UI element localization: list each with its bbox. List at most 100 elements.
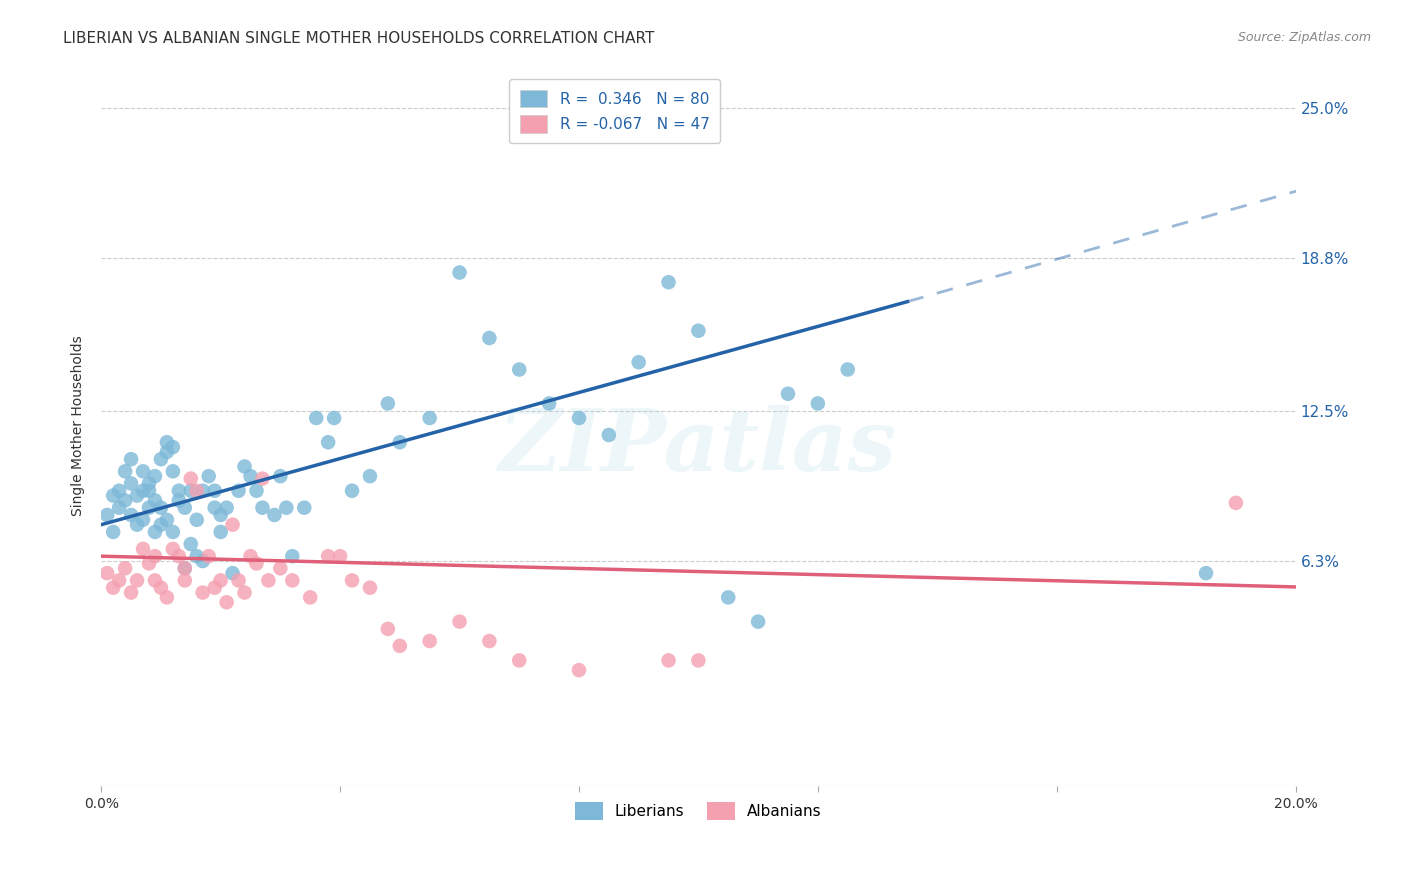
- Point: [162, 440, 184, 454]
- Point: [149, 500, 172, 515]
- Point: [269, 561, 291, 575]
- Point: [245, 483, 267, 498]
- Point: [167, 549, 190, 564]
- Point: [132, 541, 155, 556]
- Point: [316, 549, 339, 564]
- Point: [419, 411, 441, 425]
- Point: [101, 489, 124, 503]
- Point: [132, 464, 155, 478]
- Point: [138, 500, 160, 515]
- Point: [125, 574, 148, 588]
- Point: [377, 396, 399, 410]
- Point: [96, 566, 118, 581]
- Point: [120, 585, 142, 599]
- Point: [143, 574, 166, 588]
- Point: [233, 459, 256, 474]
- Point: [180, 537, 202, 551]
- Point: [180, 483, 202, 498]
- Point: [108, 483, 131, 498]
- Point: [167, 483, 190, 498]
- Point: [114, 561, 136, 575]
- Point: [688, 324, 710, 338]
- Point: [228, 574, 250, 588]
- Point: [508, 362, 530, 376]
- Point: [138, 483, 160, 498]
- Point: [197, 469, 219, 483]
- Point: [132, 483, 155, 498]
- Point: [252, 472, 274, 486]
- Point: [281, 574, 304, 588]
- Point: [292, 500, 315, 515]
- Point: [186, 513, 208, 527]
- Point: [125, 517, 148, 532]
- Point: [191, 585, 214, 599]
- Point: [215, 595, 238, 609]
- Point: [191, 554, 214, 568]
- Point: [114, 464, 136, 478]
- Point: [388, 639, 411, 653]
- Point: [143, 524, 166, 539]
- Point: [156, 445, 179, 459]
- Point: [359, 581, 381, 595]
- Point: [204, 483, 226, 498]
- Point: [180, 472, 202, 486]
- Point: [221, 517, 243, 532]
- Point: [627, 355, 650, 369]
- Point: [173, 561, 195, 575]
- Point: [316, 435, 339, 450]
- Point: [186, 549, 208, 564]
- Point: [162, 524, 184, 539]
- Point: [837, 362, 859, 376]
- Point: [125, 489, 148, 503]
- Point: [598, 428, 620, 442]
- Point: [323, 411, 346, 425]
- Point: [191, 483, 214, 498]
- Point: [299, 591, 322, 605]
- Text: ZIPatlas: ZIPatlas: [499, 405, 897, 489]
- Point: [688, 653, 710, 667]
- Point: [377, 622, 399, 636]
- Point: [276, 500, 298, 515]
- Point: [538, 396, 561, 410]
- Point: [138, 476, 160, 491]
- Point: [209, 524, 232, 539]
- Point: [239, 549, 262, 564]
- Point: [245, 557, 267, 571]
- Point: [167, 493, 190, 508]
- Point: [747, 615, 769, 629]
- Point: [204, 581, 226, 595]
- Point: [156, 591, 179, 605]
- Point: [215, 500, 238, 515]
- Point: [204, 500, 226, 515]
- Point: [108, 500, 131, 515]
- Point: [108, 574, 131, 588]
- Point: [239, 469, 262, 483]
- Point: [449, 266, 471, 280]
- Point: [221, 566, 243, 581]
- Point: [257, 574, 280, 588]
- Point: [156, 435, 179, 450]
- Point: [568, 411, 591, 425]
- Point: [173, 500, 195, 515]
- Point: [143, 549, 166, 564]
- Point: [359, 469, 381, 483]
- Point: [340, 483, 363, 498]
- Point: [197, 549, 219, 564]
- Point: [305, 411, 328, 425]
- Text: LIBERIAN VS ALBANIAN SINGLE MOTHER HOUSEHOLDS CORRELATION CHART: LIBERIAN VS ALBANIAN SINGLE MOTHER HOUSE…: [63, 31, 655, 46]
- Point: [388, 435, 411, 450]
- Point: [776, 386, 799, 401]
- Point: [149, 581, 172, 595]
- Y-axis label: Single Mother Households: Single Mother Households: [72, 334, 86, 516]
- Point: [1195, 566, 1218, 581]
- Point: [717, 591, 740, 605]
- Point: [173, 561, 195, 575]
- Point: [149, 517, 172, 532]
- Text: Source: ZipAtlas.com: Source: ZipAtlas.com: [1237, 31, 1371, 45]
- Point: [120, 452, 142, 467]
- Point: [143, 469, 166, 483]
- Point: [1225, 496, 1247, 510]
- Point: [269, 469, 291, 483]
- Point: [173, 574, 195, 588]
- Legend: Liberians, Albanians: Liberians, Albanians: [569, 796, 828, 826]
